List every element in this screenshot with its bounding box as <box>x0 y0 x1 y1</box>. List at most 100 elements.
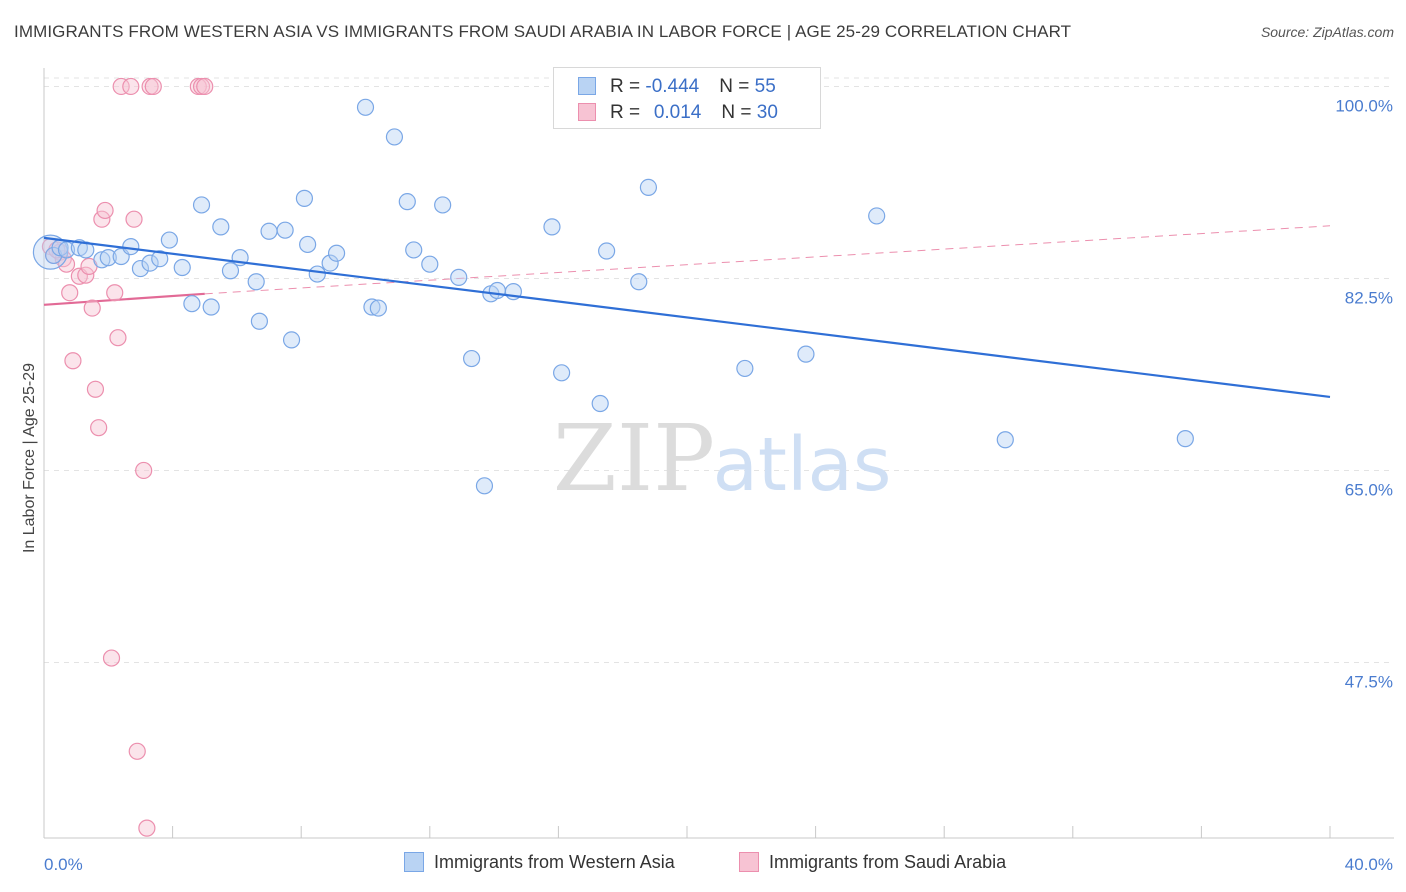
data-point-western-asia <box>260 222 278 240</box>
data-point-saudi-arabia <box>61 284 79 302</box>
data-point-western-asia <box>405 241 423 259</box>
data-point-western-asia <box>247 273 265 291</box>
y-tick-label: 65.0% <box>1345 480 1393 499</box>
data-point-western-asia <box>797 345 815 363</box>
data-point-saudi-arabia <box>196 77 214 96</box>
data-point-western-asia <box>475 477 494 495</box>
trend-lines-western-asia <box>43 236 1331 399</box>
legend-n-label: N = <box>719 76 755 97</box>
legend-r-label: R = <box>610 102 646 123</box>
data-point-western-asia <box>93 251 111 269</box>
data-point-western-asia <box>295 189 314 207</box>
data-point-western-asia <box>462 349 481 368</box>
data-point-saudi-arabia <box>138 819 156 837</box>
trend-lines-saudi-arabia <box>43 225 1331 306</box>
data-point-western-asia <box>250 312 269 330</box>
legend-n-label: N = <box>721 102 757 123</box>
data-point-saudi-arabia <box>93 210 111 228</box>
legend-row-saudi-arabia: R = 0.014 N = 30 <box>578 102 778 128</box>
data-point-saudi-arabia <box>109 329 127 347</box>
data-point-western-asia <box>591 394 609 413</box>
data-point-western-asia <box>160 231 178 249</box>
data-point-western-asia <box>99 249 117 267</box>
data-point-western-asia <box>996 431 1014 449</box>
legend-r-label: R = <box>610 76 646 97</box>
data-point-western-asia <box>183 295 201 313</box>
y-tick-label: 47.5% <box>1345 672 1393 691</box>
data-point-western-asia <box>488 281 506 300</box>
chart-title: IMMIGRANTS FROM WESTERN ASIA VS IMMIGRAN… <box>14 22 1072 41</box>
data-point-western-asia <box>553 364 571 382</box>
legend-r-value: 0.014 <box>653 102 702 123</box>
data-point-saudi-arabia <box>96 201 114 220</box>
bottom-legend-saudi-arabia: Immigrants from Saudi Arabia <box>739 852 1006 876</box>
axes <box>43 68 1394 839</box>
data-point-western-asia <box>450 268 468 286</box>
data-point-western-asia <box>363 298 381 316</box>
data-point-saudi-arabia <box>83 299 101 317</box>
data-point-saudi-arabia <box>135 461 153 480</box>
legend-swatch-saudi-arabia <box>578 103 596 121</box>
grid-lines <box>44 77 1394 663</box>
watermark-zip: ZIP <box>553 405 715 512</box>
data-point-western-asia <box>434 196 452 214</box>
data-point-western-asia <box>1176 430 1194 448</box>
data-point-western-asia <box>327 244 346 262</box>
legend-r-value: -0.444 <box>645 76 700 97</box>
data-point-saudi-arabia <box>106 284 124 302</box>
data-point-western-asia <box>282 331 301 349</box>
data-point-saudi-arabia <box>112 77 130 96</box>
legend-swatch-western-asia <box>578 77 596 95</box>
bottom-legend-label-western-asia: Immigrants from Western Asia <box>434 852 675 872</box>
trend-line-saudi-arabia <box>43 292 205 306</box>
bottom-legend-swatch-saudi-arabia <box>739 852 759 872</box>
y-tick-label: 100.0% <box>1335 96 1393 115</box>
data-point-saudi-arabia <box>128 742 146 760</box>
bottom-legend-swatch-western-asia <box>404 852 424 872</box>
data-point-western-asia <box>543 218 561 236</box>
data-point-western-asia <box>308 265 326 283</box>
legend-n-value: 30 <box>756 102 778 123</box>
bottom-legend-western-asia: Immigrants from Western Asia <box>404 852 675 876</box>
data-point-western-asia <box>398 193 416 211</box>
data-point-western-asia <box>639 178 658 196</box>
data-point-saudi-arabia <box>90 419 108 437</box>
data-point-western-asia <box>212 218 230 236</box>
data-point-western-asia <box>192 196 211 214</box>
data-point-western-asia <box>221 262 240 280</box>
watermark: ZIP atlas <box>553 405 892 512</box>
source-label: Source: ZipAtlas.com <box>1260 24 1394 40</box>
data-point-western-asia <box>868 207 886 225</box>
data-point-saudi-arabia <box>77 266 95 284</box>
data-point-western-asia <box>299 235 317 254</box>
legend-row-western-asia: R = -0.444 N = 55 <box>578 76 776 102</box>
data-point-western-asia <box>151 250 169 268</box>
data-point-saudi-arabia <box>125 210 143 228</box>
watermark-atlas: atlas <box>713 422 892 508</box>
data-point-western-asia <box>141 254 159 272</box>
data-point-western-asia <box>630 273 648 291</box>
data-point-western-asia <box>57 241 76 259</box>
correlation-legend: R = -0.444 N = 55 R = 0.014 N = 30 <box>553 67 821 129</box>
data-point-western-asia <box>736 359 754 378</box>
x-tick-label: 0.0% <box>44 855 83 874</box>
bottom-legend-label-saudi-arabia: Immigrants from Saudi Arabia <box>769 852 1007 872</box>
y-tick-label: 82.5% <box>1345 288 1393 307</box>
trend-line-saudi-arabia-dashed <box>204 225 1331 295</box>
data-point-saudi-arabia <box>102 649 121 667</box>
data-point-western-asia <box>173 258 191 277</box>
data-point-saudi-arabia <box>64 352 82 370</box>
tick-labels: 100.0% 82.5% 65.0% 47.5% 0.0% 40.0% <box>44 96 1393 874</box>
data-point-western-asia <box>356 98 375 116</box>
data-point-western-asia <box>385 128 404 146</box>
data-point-saudi-arabia <box>86 380 105 398</box>
x-tick-label: 40.0% <box>1345 855 1393 874</box>
trend-line-western-asia <box>43 236 1331 399</box>
data-point-western-asia <box>369 299 387 317</box>
points-saudi-arabia <box>41 77 214 837</box>
data-point-saudi-arabia <box>144 77 162 96</box>
data-point-western-asia <box>122 238 140 256</box>
legend-n-value: 55 <box>754 76 776 97</box>
data-point-western-asia <box>202 298 220 316</box>
